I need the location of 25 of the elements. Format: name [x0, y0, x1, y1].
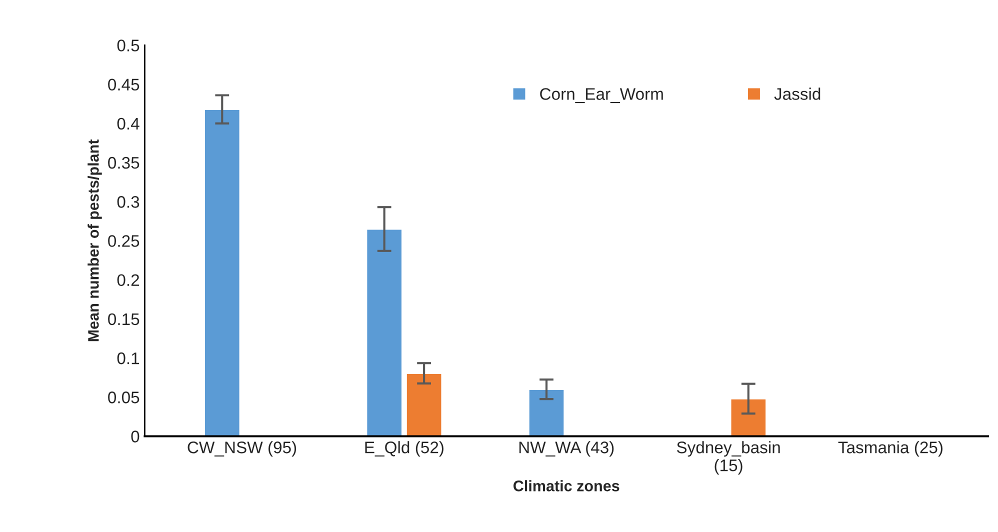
x-tick-label: E_Qld (52) — [365, 441, 444, 457]
legend-label: Jassid — [774, 88, 820, 100]
x-tick-label: Tasmania (25) — [838, 441, 942, 457]
bar — [406, 372, 443, 436]
y-tick-label: 0.05 — [108, 392, 140, 404]
y-tick-label: 0.5 — [117, 40, 140, 52]
y-tick-label: 0.2 — [117, 274, 140, 286]
y-tick-label: 0.35 — [108, 156, 140, 169]
bar — [204, 108, 241, 436]
y-tick-label: 0.25 — [108, 235, 140, 247]
y-tick-label: 0.1 — [117, 352, 140, 364]
x-tick-label: Sydney_basin (15) — [676, 441, 780, 475]
x-tick-label: CW_NSW (95) — [188, 441, 296, 457]
bar — [366, 228, 403, 436]
y-tick-label: 0.15 — [108, 313, 140, 326]
y-tick-label: 0.45 — [108, 78, 140, 91]
legend-label: Corn_Ear_Worm — [540, 88, 663, 104]
y-tick-label: 0 — [131, 430, 140, 442]
bar — [528, 388, 566, 436]
bar — [730, 398, 767, 436]
y-axis-title: Mean number of pests/plant — [88, 139, 102, 342]
x-axis-title: Climatic zones — [514, 480, 620, 492]
x-tick-label: NW_WA (43) — [519, 441, 614, 457]
y-tick-label: 0.4 — [117, 118, 140, 130]
y-tick-label: 0.3 — [117, 196, 140, 208]
